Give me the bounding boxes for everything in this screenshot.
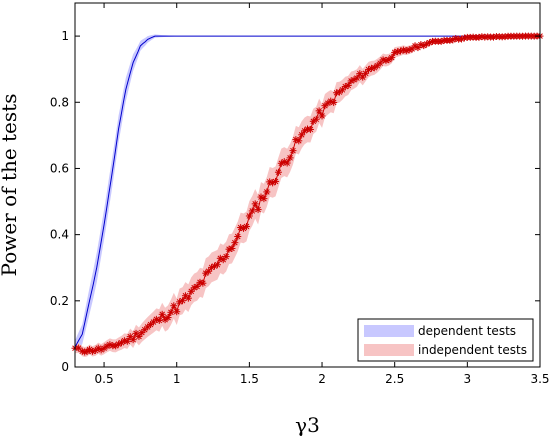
x-axis-ticks: 0.5 1 1.5 2 2.5 3 3.5 — [95, 3, 550, 386]
data-point-independent — [414, 44, 422, 52]
legend: dependent tests independent tests — [357, 318, 534, 362]
x-tick-label: 1.5 — [240, 372, 259, 386]
data-point-independent — [245, 212, 253, 220]
data-point-independent — [272, 177, 280, 185]
data-point-independent — [254, 206, 262, 214]
data-point-independent — [222, 253, 230, 261]
y-tick-label: 0.6 — [50, 161, 69, 175]
x-tick-label: 2.5 — [385, 372, 404, 386]
data-point-independent — [260, 195, 268, 203]
data-point-independent — [164, 314, 172, 322]
y-tick-label: 0.8 — [50, 95, 69, 109]
legend-swatch — [364, 344, 414, 356]
data-point-independent — [242, 222, 250, 230]
data-point-independent — [106, 341, 114, 349]
data-point-independent — [199, 279, 207, 287]
y-tick-label: 0.2 — [50, 294, 69, 308]
series-markers — [71, 32, 544, 356]
data-point-independent — [123, 337, 131, 345]
data-point-independent — [237, 224, 245, 232]
data-point-independent — [170, 302, 178, 310]
data-point-independent — [231, 239, 239, 247]
data-point-independent — [341, 83, 349, 91]
data-point-independent — [301, 127, 309, 135]
x-tick-label: 1 — [173, 372, 181, 386]
data-point-independent — [193, 282, 201, 290]
x-tick-label: 3.5 — [530, 372, 549, 386]
data-point-independent — [274, 168, 282, 176]
y-tick-label: 0.4 — [50, 228, 69, 242]
data-point-independent — [179, 297, 187, 305]
data-point-independent — [173, 308, 181, 316]
data-point-independent — [318, 112, 326, 120]
data-point-independent — [283, 159, 291, 167]
legend-label: dependent tests — [418, 324, 516, 338]
data-point-independent — [353, 74, 361, 82]
data-point-independent — [251, 200, 259, 208]
data-point-independent — [184, 294, 192, 302]
data-point-independent — [88, 347, 96, 355]
data-point-independent — [362, 69, 370, 77]
x-tick-label: 3 — [464, 372, 472, 386]
line-dependent — [74, 35, 540, 348]
data-point-independent — [234, 233, 242, 241]
data-point-independent — [213, 261, 221, 269]
data-point-independent — [205, 267, 213, 275]
data-point-independent — [129, 336, 137, 344]
x-axis-title: γ3 — [295, 413, 320, 437]
data-point-independent — [359, 73, 367, 81]
band-dependent — [75, 34, 540, 354]
confidence-bands — [75, 34, 540, 357]
legend-label: independent tests — [418, 343, 527, 357]
data-point-independent — [376, 59, 384, 67]
y-tick-label: 1 — [61, 29, 69, 43]
data-point-independent — [155, 316, 163, 324]
y-axis-ticks: 0 0.2 0.4 0.6 0.8 1 — [50, 29, 540, 374]
data-point-independent — [330, 98, 338, 106]
legend-swatch — [364, 325, 414, 337]
line-independent — [74, 35, 540, 353]
band-independent — [75, 35, 540, 357]
data-point-independent — [289, 147, 297, 155]
data-point-independent — [408, 45, 416, 53]
data-point-independent — [219, 256, 227, 264]
data-point-independent — [248, 207, 256, 215]
x-tick-label: 0.5 — [95, 372, 114, 386]
data-point-independent — [167, 308, 175, 316]
data-point-independent — [315, 107, 323, 115]
data-point-independent — [298, 131, 306, 139]
data-point-independent — [312, 115, 320, 123]
data-point-independent — [228, 244, 236, 252]
y-axis-title: Power of the tests — [0, 94, 21, 277]
plot-frame — [74, 2, 541, 368]
data-point-independent — [344, 81, 352, 89]
data-point-independent — [158, 310, 166, 318]
data-point-independent — [135, 332, 143, 340]
data-point-independent — [295, 137, 303, 145]
y-tick-label: 0 — [61, 360, 69, 374]
data-point-independent — [388, 54, 396, 62]
series-lines — [74, 35, 540, 353]
x-tick-label: 2 — [318, 372, 326, 386]
data-point-independent — [286, 154, 294, 162]
data-point-independent — [216, 254, 224, 262]
data-point-independent — [306, 125, 314, 133]
data-point-independent — [263, 188, 271, 196]
